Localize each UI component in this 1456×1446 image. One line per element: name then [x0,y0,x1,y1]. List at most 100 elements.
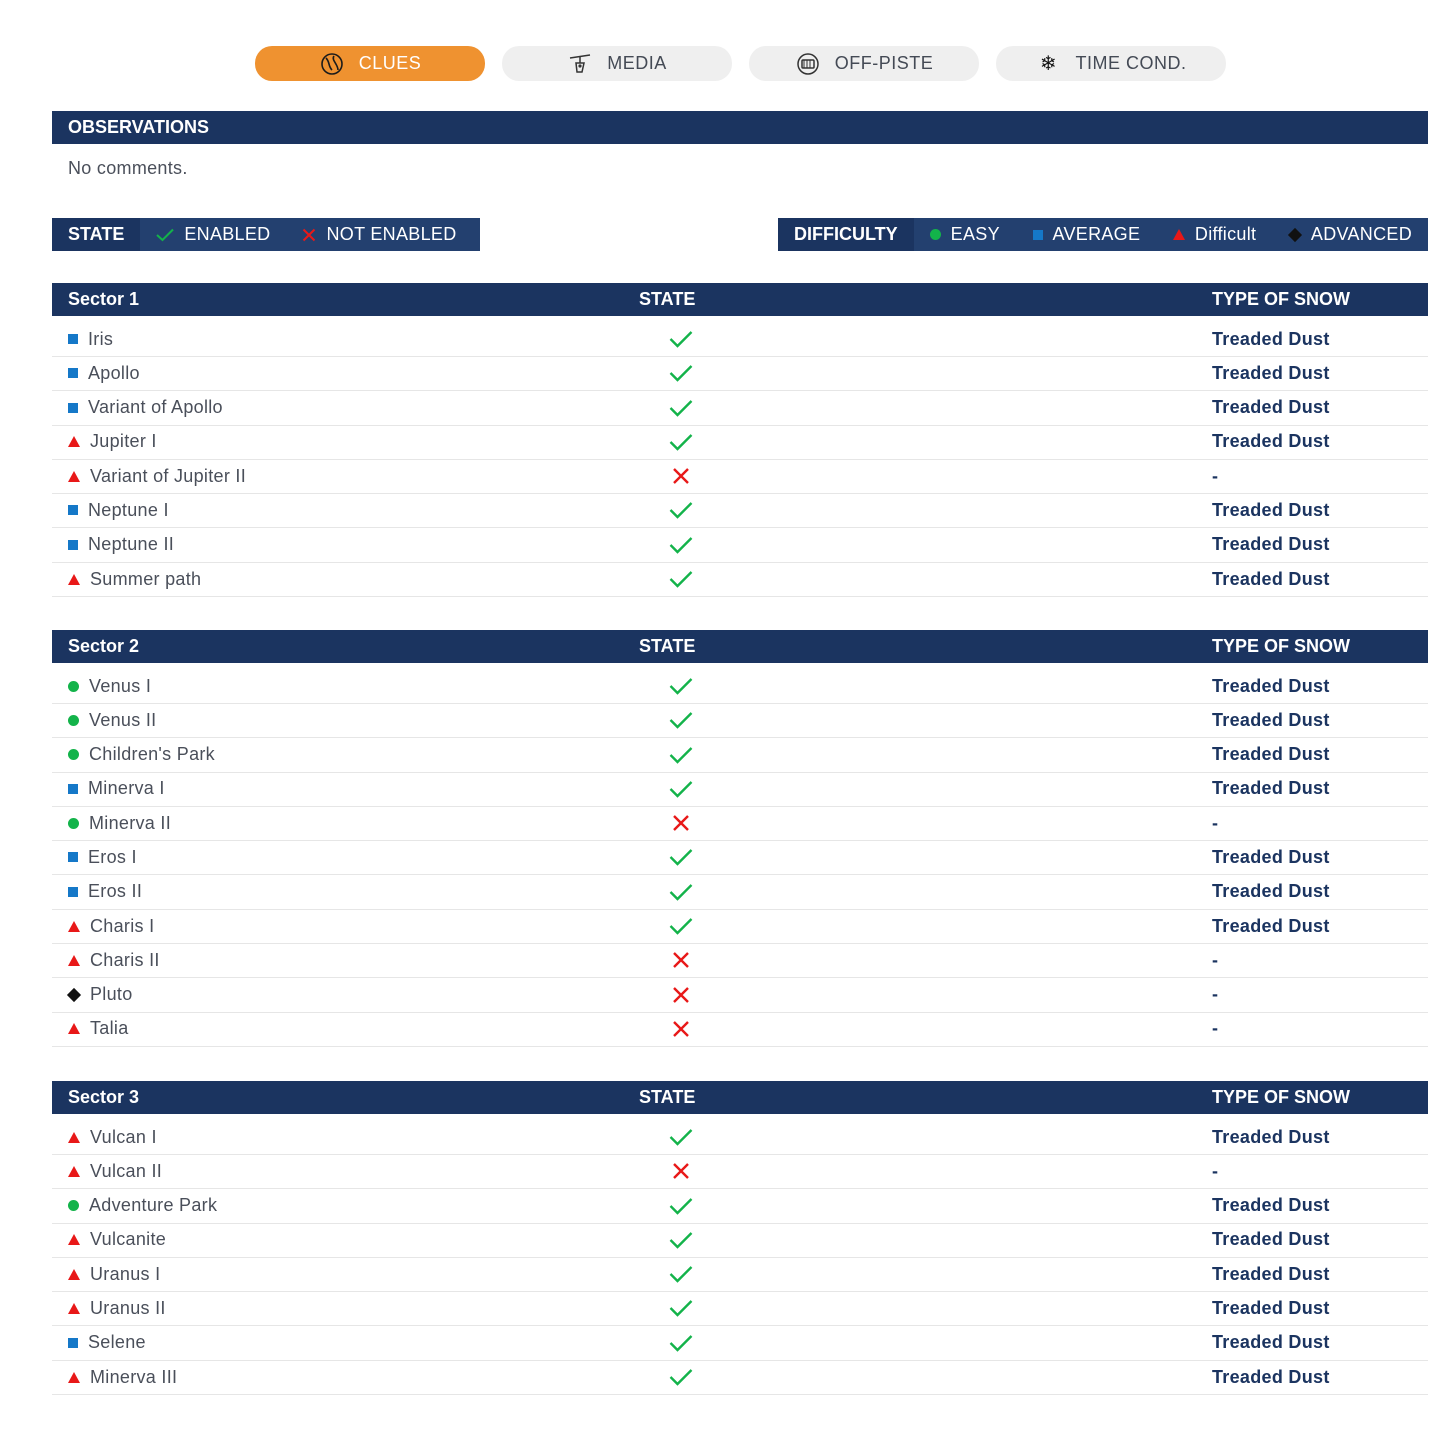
check-icon [669,746,693,764]
advanced-diamond-icon [66,987,82,1002]
slope-name-cell: Adventure Park [68,1189,217,1223]
slope-state [669,1223,693,1257]
slope-row[interactable]: Children's Park Treaded Dust [52,738,1428,773]
snow-type: Treaded Dust [1212,328,1330,349]
slope-name: Apollo [88,362,140,383]
slope-name: Neptune I [88,499,169,520]
sector-title: Sector 1 [68,289,140,309]
legend-difficult-label: Difficult [1194,224,1257,244]
slope-name: Vulcanite [90,1229,167,1250]
slope-row[interactable]: Vulcanite Treaded Dust [52,1224,1428,1258]
tab-time-cond[interactable]: ❄ TIME COND. [996,46,1226,81]
cross-icon [673,815,689,832]
snow-type: Treaded Dust [1212,568,1330,589]
average-square-icon [68,783,78,794]
snow-type: Treaded Dust [1212,397,1330,418]
slope-row[interactable]: Jupiter I Treaded Dust [52,426,1428,460]
slope-name: Children's Park [89,744,215,765]
slope-row[interactable]: Talia - [52,1013,1428,1047]
slope-row[interactable]: Venus I Treaded Dust [52,663,1428,704]
slope-row[interactable]: Uranus II Treaded Dust [52,1291,1428,1327]
average-square-icon [68,505,78,516]
slope-row[interactable]: Charis II - [52,944,1428,979]
slope-row[interactable]: Pluto - [52,978,1428,1013]
slope-name-cell: Neptune I [68,493,169,527]
slope-state [669,909,693,943]
slope-state [669,425,693,459]
slope-row[interactable]: Neptune II Treaded Dust [52,528,1428,563]
difficult-triangle-icon [68,1371,80,1383]
cross-icon [673,986,689,1003]
slope-name: Venus II [89,709,157,730]
check-icon [669,536,693,554]
ski-lift-icon [567,51,593,77]
difficult-triangle-icon [68,436,80,448]
check-icon [669,434,693,451]
check-icon [669,1369,693,1386]
slope-name-cell: Uranus I [68,1257,160,1291]
legend-enabled-label: ENABLED [184,224,271,244]
slope-name-cell: Minerva III [68,1360,177,1394]
state-column-header: STATE [639,289,696,309]
easy-circle-icon [68,749,79,761]
snow-type: Treaded Dust [1212,1263,1330,1284]
slope-name-cell: Uranus II [68,1291,166,1325]
check-icon [669,1197,693,1215]
observations-header: OBSERVATIONS [52,111,1428,144]
slope-row[interactable]: Variant of Apollo Treaded Dust [52,391,1428,426]
easy-circle-icon [68,714,79,726]
slope-row[interactable]: Eros II Treaded Dust [52,875,1428,910]
slope-state [669,840,693,874]
slope-state [669,562,693,596]
cross-icon [673,952,689,969]
slope-row[interactable]: Vulcan II - [52,1155,1428,1190]
tab-off-piste[interactable]: OFF-PISTE [749,46,979,81]
snow-type: Treaded Dust [1212,881,1330,902]
slope-name: Minerva III [90,1366,178,1387]
slope-state [669,1120,693,1154]
observations-text: No comments. [68,158,188,178]
slope-name: Adventure Park [89,1195,218,1216]
slope-name: Variant of Apollo [88,397,223,418]
slope-state [669,459,693,493]
snow-type: Treaded Dust [1212,915,1330,936]
slope-row[interactable]: Variant of Jupiter II - [52,459,1428,495]
slope-row[interactable]: Apollo Treaded Dust [52,356,1428,392]
slope-state [669,978,693,1012]
slope-row[interactable]: Summer path Treaded Dust [52,562,1428,598]
difficult-triangle-icon [68,1268,80,1280]
tab-media[interactable]: MEDIA [502,46,732,81]
slope-row[interactable]: Charis I Treaded Dust [52,909,1428,945]
slope-name: Charis II [90,949,160,970]
slope-row[interactable]: Uranus I Treaded Dust [52,1257,1428,1293]
slope-name-cell: Venus II [68,703,156,737]
tab-clues[interactable]: CLUES [255,46,485,81]
slope-name-cell: Charis I [68,909,154,943]
difficult-triangle-icon [68,1234,80,1246]
slope-name: Uranus II [90,1297,166,1318]
check-icon [669,1129,693,1146]
snow-type: Treaded Dust [1212,709,1330,730]
slope-row[interactable]: Minerva I Treaded Dust [52,773,1428,807]
slope-state [669,356,693,390]
slope-row[interactable]: Eros I Treaded Dust [52,840,1428,876]
slope-name-cell: Eros I [68,840,137,874]
slope-row[interactable]: Selene Treaded Dust [52,1326,1428,1361]
easy-circle-icon [68,1200,79,1212]
tab-bar: CLUES MEDIA OFF-PISTE ❄ TIME COND. [255,46,1226,81]
check-icon [669,571,693,588]
slope-row[interactable]: Neptune I Treaded Dust [52,493,1428,529]
slope-row[interactable]: Iris Treaded Dust [52,316,1428,357]
slope-row[interactable]: Vulcan I Treaded Dust [52,1114,1428,1155]
slope-name-cell: Variant of Apollo [68,391,223,425]
difficult-triangle-icon [68,954,80,966]
slope-state [669,1291,693,1325]
snow-column-header: TYPE OF SNOW [1212,289,1351,309]
slope-row[interactable]: Minerva II - [52,807,1428,842]
snowflake-icon: ❄ [1039,53,1058,75]
snow-type: Treaded Dust [1212,499,1330,520]
slope-row[interactable]: Adventure Park Treaded Dust [52,1189,1428,1224]
difficult-triangle-icon [68,1165,80,1177]
slope-row[interactable]: Venus II Treaded Dust [52,703,1428,739]
slope-row[interactable]: Minerva III Treaded Dust [52,1360,1428,1396]
